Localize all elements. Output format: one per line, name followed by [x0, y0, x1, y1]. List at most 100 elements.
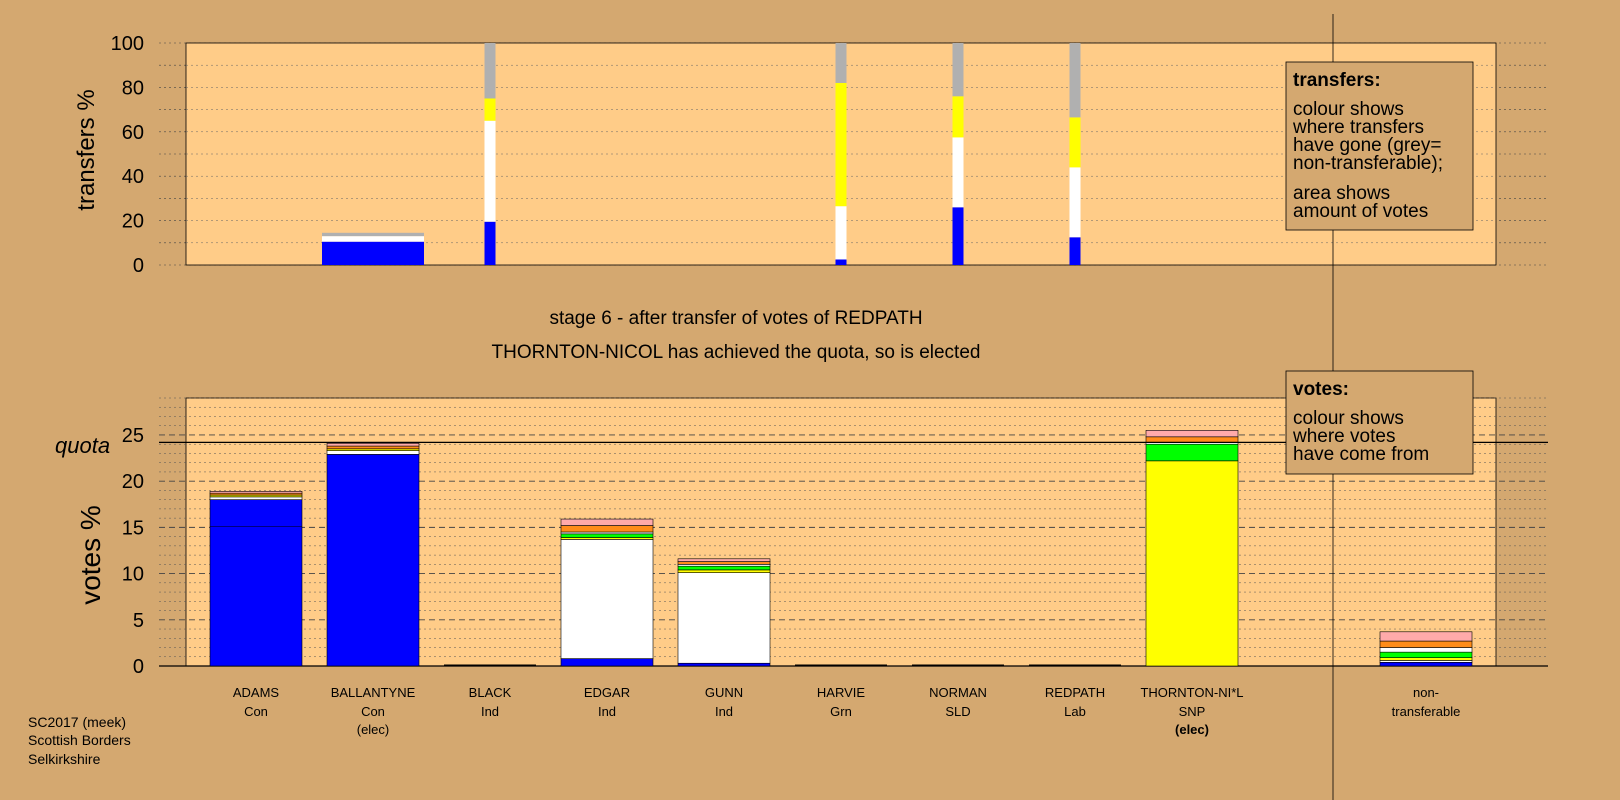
- votes-legend-line: where votes: [1292, 426, 1395, 447]
- vote-segment: [326, 442, 420, 447]
- transfer-segment: [484, 43, 496, 99]
- transfer-segment: [322, 241, 424, 265]
- transfer-segment: [322, 236, 424, 242]
- transfer-segment: [952, 96, 964, 138]
- transfers-legend-line: colour shows: [1293, 99, 1404, 120]
- transfer-segment: [952, 207, 964, 265]
- votes-legend-box: [1285, 370, 1474, 475]
- vote-segment: [560, 525, 654, 533]
- caption-line-1: stage 6 - after transfer of votes of RED…: [549, 308, 922, 329]
- transfer-segment: [484, 120, 496, 222]
- vote-segment: [560, 539, 654, 659]
- candidate-name-label: HARVIE: [817, 685, 865, 700]
- votes-tick-label: 0: [133, 656, 144, 678]
- candidate-name-label: BLACK: [469, 685, 512, 700]
- vote-segment: [1379, 662, 1473, 667]
- candidate-name-label: NORMAN: [929, 685, 987, 700]
- votes-legend-line: colour shows: [1293, 408, 1404, 429]
- quota-label: quota: [55, 433, 110, 458]
- candidate-party-label: Con: [244, 704, 268, 719]
- vote-segment: [1145, 443, 1239, 462]
- candidate-party-label: Lab: [1064, 704, 1086, 719]
- transfers-tick-label: 40: [122, 166, 144, 188]
- votes-y-ticks: 0 5 10 15 20 25: [122, 425, 144, 678]
- vote-segment: [1145, 460, 1239, 667]
- vote-segment: [209, 496, 303, 500]
- transfer-segment: [1069, 237, 1081, 265]
- transfers-legend-line: area shows: [1293, 183, 1390, 204]
- votes-tick-label: 5: [133, 610, 144, 632]
- vote-segment: [677, 569, 771, 573]
- transfers-legend-title: transfers:: [1293, 70, 1381, 91]
- candidate-party-label: Grn: [830, 704, 852, 719]
- candidate-name-label: GUNN: [705, 685, 743, 700]
- transfer-segment: [835, 259, 847, 265]
- transfers-legend: transfers: colour shows where transfers …: [1285, 61, 1474, 231]
- vote-segment: [326, 445, 420, 450]
- candidate-name-label: REDPATH: [1045, 685, 1105, 700]
- transfers-legend-line: non-transferable);: [1293, 153, 1443, 174]
- footer-line-3: Selkirkshire: [28, 751, 101, 767]
- footer-line-2: Scottish Borders: [28, 732, 131, 748]
- candidate-party-label: Ind: [715, 704, 733, 719]
- transfers-legend-box: [1285, 61, 1474, 231]
- transfer-segment: [1069, 167, 1081, 238]
- vote-segment: [1379, 631, 1473, 642]
- candidate-party-label: Ind: [481, 704, 499, 719]
- transfer-segment: [952, 137, 964, 208]
- vote-segment: [1379, 657, 1473, 661]
- candidate-party-label: Ind: [598, 704, 616, 719]
- transfer-segment: [1069, 117, 1081, 168]
- votes-legend: votes: colour shows where votes have com…: [1285, 370, 1474, 475]
- transfer-segment: [835, 82, 847, 207]
- vote-segment: [677, 565, 771, 571]
- vote-segment: [677, 662, 771, 667]
- transfer-segment: [1069, 43, 1081, 118]
- candidate-party-label: SLD: [945, 704, 970, 719]
- transfers-legend-line: amount of votes: [1293, 201, 1428, 222]
- candidate-name-label: BALLANTYNE: [331, 685, 416, 700]
- vote-segment: [1145, 436, 1239, 443]
- transfers-tick-label: 20: [122, 211, 144, 233]
- transfer-segment: [952, 43, 964, 97]
- vote-segment: [1379, 640, 1473, 648]
- vote-segment: [326, 450, 420, 455]
- transfer-segment: [322, 232, 424, 237]
- vote-segment: [677, 561, 771, 565]
- transfer-segment: [484, 221, 496, 265]
- votes-legend-line: have come from: [1293, 444, 1429, 465]
- vote-segment: [1379, 647, 1473, 653]
- transfer-segment: [835, 43, 847, 83]
- vote-segment: [1145, 430, 1239, 438]
- vote-segment: [677, 572, 771, 664]
- transfer-segment: [835, 206, 847, 260]
- vote-segment: [677, 558, 771, 562]
- vote-bars: [159, 430, 1548, 667]
- candidate-name-label: ADAMS: [233, 685, 280, 700]
- votes-tick-label: 10: [122, 564, 144, 586]
- vote-segment: [209, 491, 303, 494]
- transfers-legend-line: have gone (grey=: [1293, 135, 1441, 156]
- vote-segment: [1379, 651, 1473, 658]
- caption-line-2: THORNTON-NICOL has achieved the quota, s…: [492, 342, 981, 363]
- candidate-name-label: non-: [1413, 685, 1439, 700]
- votes-tick-label: 15: [122, 517, 144, 539]
- elected-mark-label: (elec): [1175, 722, 1209, 737]
- transfers-tick-label: 0: [133, 255, 144, 277]
- votes-tick-label: 20: [122, 471, 144, 493]
- vote-segment: [209, 499, 303, 667]
- transfers-tick-label: 100: [111, 33, 144, 55]
- votes-legend-title: votes:: [1293, 379, 1349, 400]
- transfers-tick-label: 80: [122, 77, 144, 99]
- candidate-party-label: transferable: [1392, 704, 1461, 719]
- transfers-y-ticks: 0 20 40 60 80 100: [111, 33, 144, 277]
- transfers-legend-line: where transfers: [1292, 117, 1424, 138]
- candidate-name-label: THORNTON-NI*L: [1140, 685, 1243, 700]
- candidate-labels: ADAMS Con BALLANTYNE Con (elec) BLACK Ind EDGAR…: [233, 685, 1460, 737]
- transfers-tick-label: 60: [122, 122, 144, 144]
- vote-segment: [560, 533, 654, 538]
- transfer-bars: [322, 43, 1081, 265]
- vote-segment: [560, 518, 654, 526]
- vote-segment: [560, 658, 654, 667]
